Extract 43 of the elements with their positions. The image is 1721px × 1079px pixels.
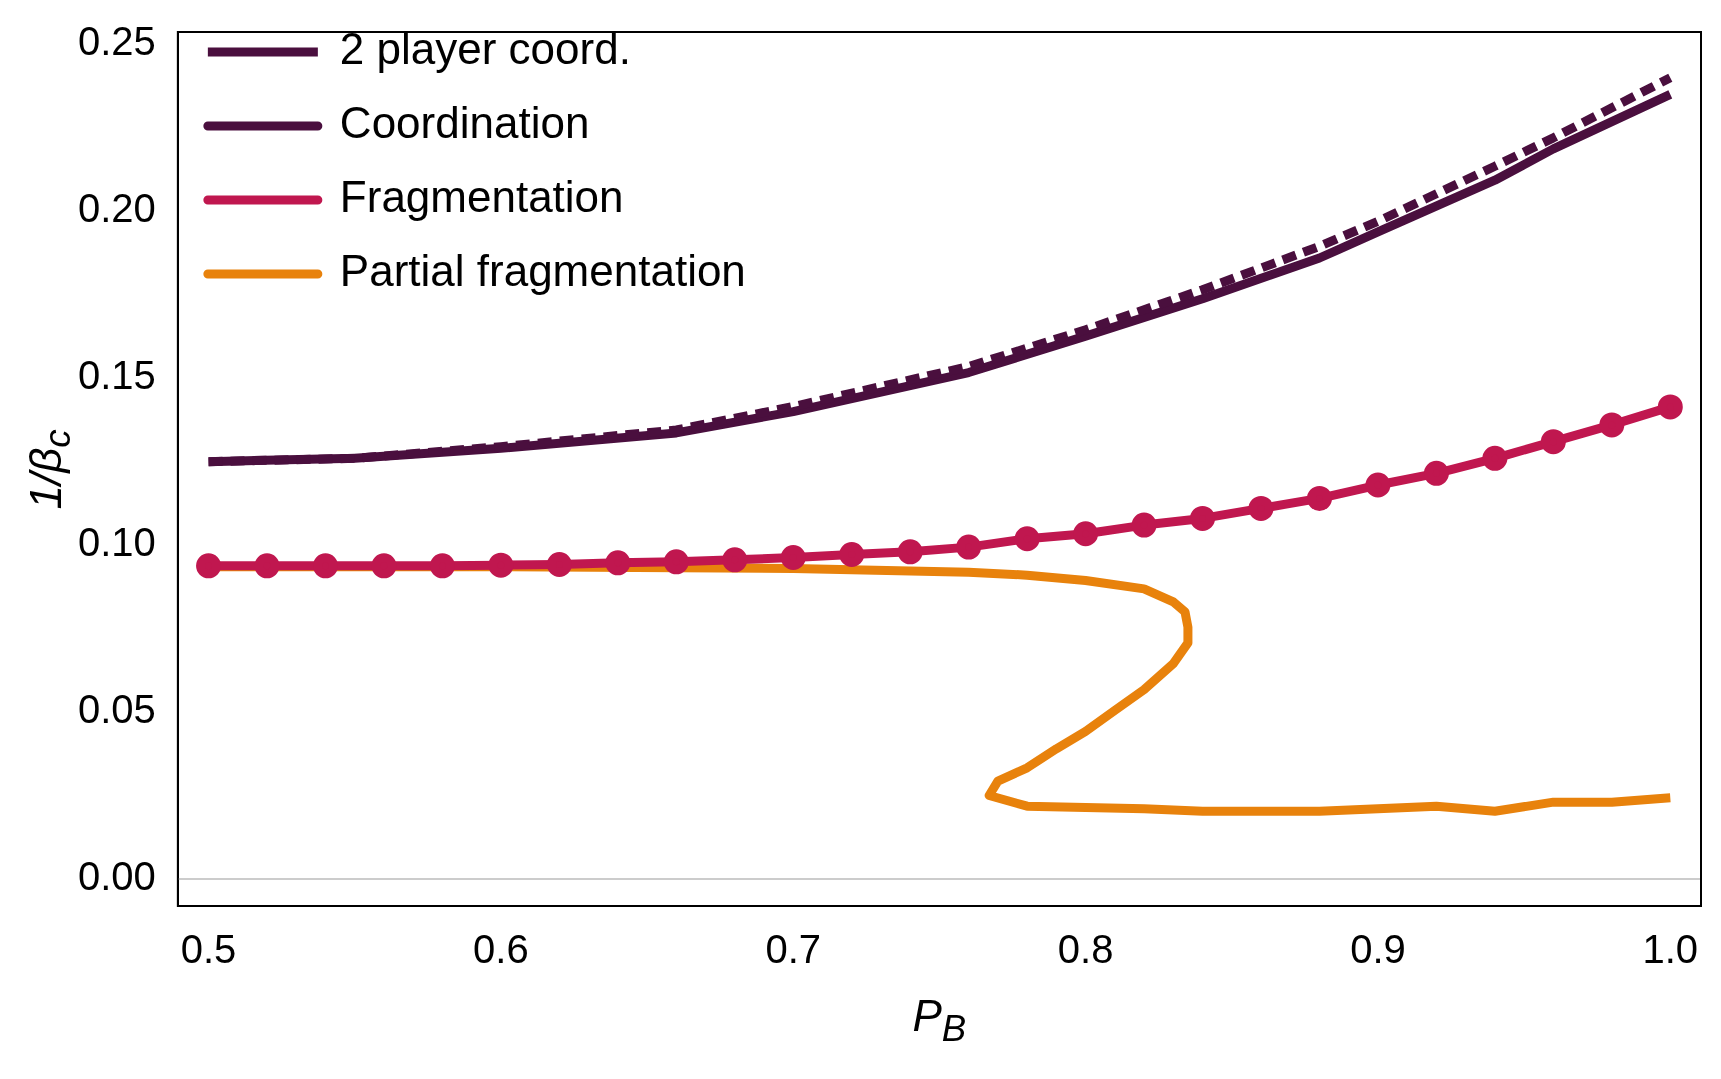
- point: [1014, 526, 1040, 552]
- x-axis-title: P$_{B}$: [912, 991, 967, 1050]
- point: [1365, 472, 1391, 498]
- point: [897, 539, 923, 565]
- point: [196, 553, 222, 579]
- point: [429, 553, 455, 579]
- point: [1190, 505, 1216, 531]
- point: [371, 553, 397, 579]
- point: [488, 552, 514, 578]
- y-tick-label: 0.25: [77, 19, 156, 64]
- point: [312, 553, 338, 579]
- point: [839, 541, 865, 567]
- y-tick-label: 0.20: [77, 186, 156, 231]
- point: [1482, 445, 1508, 471]
- point: [956, 534, 982, 560]
- legend-label: Fragmentation: [339, 172, 624, 222]
- x-tick-label: 0.8: [1057, 927, 1114, 972]
- point: [1657, 394, 1683, 420]
- x-tick-label: 0.5: [180, 927, 237, 972]
- x-tick-label: 0.9: [1350, 927, 1406, 972]
- y-tick-label: 0.05: [77, 687, 156, 732]
- y-tick-label: 0.15: [77, 353, 156, 398]
- point: [722, 547, 748, 573]
- point: [1540, 429, 1566, 455]
- point: [1131, 512, 1157, 538]
- point: [605, 550, 631, 576]
- point: [663, 549, 689, 575]
- legend-label: Partial fragmentation: [339, 246, 746, 296]
- legend-label: Coordination: [339, 98, 590, 148]
- point: [254, 553, 280, 579]
- point: [1306, 485, 1332, 511]
- point: [1423, 460, 1449, 486]
- x-tick-label: 0.7: [765, 927, 822, 972]
- x-tick-label: 1.0: [1642, 927, 1699, 972]
- x-tick-label: 0.6: [473, 927, 529, 972]
- point: [1073, 521, 1099, 547]
- point: [1599, 412, 1625, 438]
- y-tick-label: 0.00: [77, 853, 156, 898]
- point: [780, 544, 806, 570]
- y-tick-label: 0.10: [77, 520, 156, 565]
- point: [546, 551, 572, 577]
- legend-label: 2 player coord.: [339, 24, 631, 74]
- point: [1248, 495, 1274, 521]
